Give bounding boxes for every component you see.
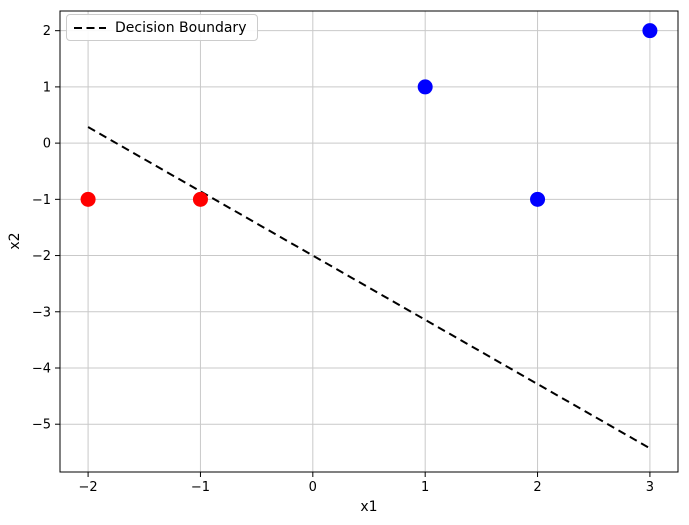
red-class-point (192, 191, 208, 207)
decision-boundary-line (87, 126, 651, 450)
y-tick-label: −3 (32, 305, 51, 320)
y-axis-label: x2 (7, 232, 23, 250)
legend-label: Decision Boundary (115, 19, 247, 36)
blue-class-point (530, 191, 546, 207)
blue-class-point (642, 23, 658, 39)
x-tick-label: −2 (79, 480, 98, 495)
red-class-point (80, 191, 96, 207)
blue-class-point (417, 79, 433, 95)
x-axis-label: x1 (360, 499, 378, 515)
y-tick-label: −5 (32, 418, 51, 433)
x-tick-label: 2 (533, 480, 541, 495)
legend: Decision Boundary (66, 14, 259, 41)
axes-border (59, 10, 679, 473)
legend-dashed-line-icon (74, 26, 106, 29)
y-tick-label: −2 (32, 249, 51, 264)
y-tick-label: −1 (32, 193, 51, 208)
x-tick-label: 3 (646, 480, 654, 495)
y-tick-label: 1 (43, 80, 51, 95)
x-tick-label: −1 (191, 480, 210, 495)
y-tick-label: 2 (43, 24, 51, 39)
x-tick-label: 1 (421, 480, 429, 495)
y-tick-label: 0 (43, 137, 51, 152)
y-tick-label: −4 (32, 361, 51, 376)
x-tick-label: 0 (309, 480, 317, 495)
